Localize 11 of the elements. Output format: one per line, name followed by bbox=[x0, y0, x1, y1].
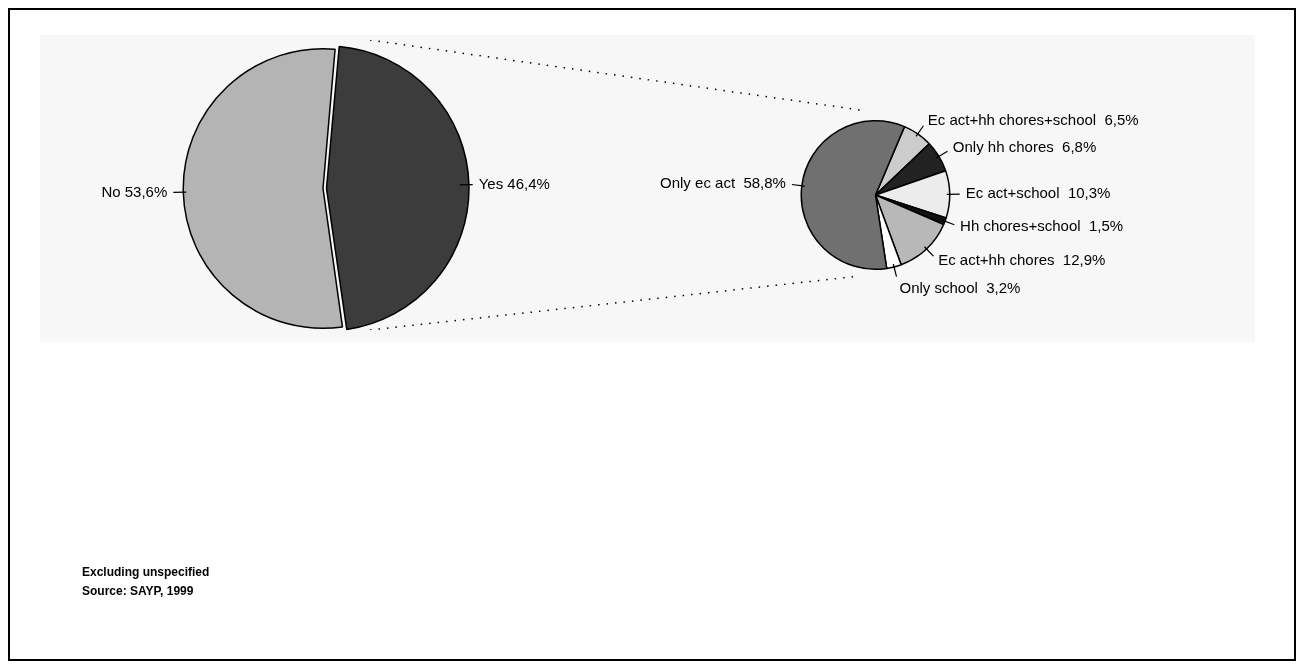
slice-label: No 53,6% bbox=[101, 182, 168, 200]
slice-label: Ec act+school 10,3% bbox=[965, 184, 1111, 202]
slice-label: Ec act+hh chores+school 6,5% bbox=[927, 110, 1139, 128]
source-note: Source: SAYP, 1999 bbox=[82, 583, 195, 600]
slice-label: Ec act+hh chores 12,9% bbox=[938, 250, 1106, 268]
text: Excluding unspecified bbox=[82, 564, 210, 581]
slice-label: Only hh chores 6,8% bbox=[952, 138, 1097, 156]
slice-label: Only ec act 58,8% bbox=[660, 173, 786, 191]
slice-label: Only school 3,2% bbox=[899, 278, 1021, 296]
slice-label: Hh chores+school 1,5% bbox=[960, 216, 1124, 234]
slice-label: Yes 46,4% bbox=[478, 174, 550, 192]
